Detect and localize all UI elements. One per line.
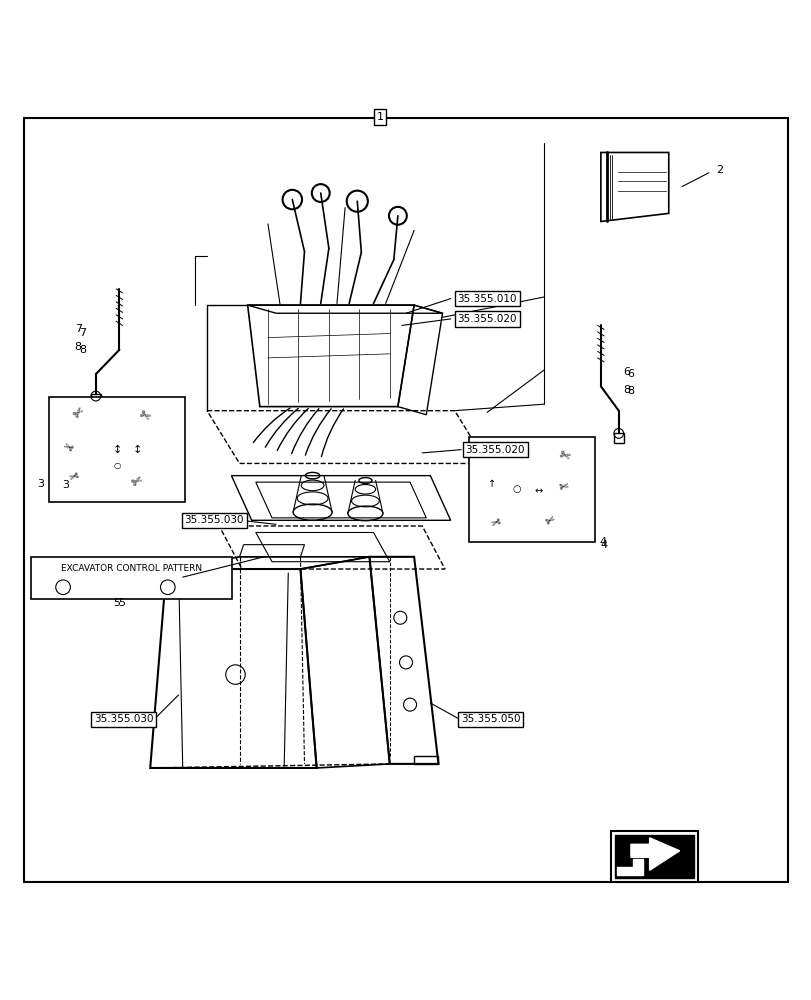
Text: 8: 8 [623, 385, 630, 395]
Text: 3: 3 [62, 480, 69, 490]
Text: 35.355.020: 35.355.020 [457, 314, 517, 324]
Polygon shape [630, 838, 679, 870]
Text: 6: 6 [623, 367, 630, 377]
Text: 7: 7 [79, 328, 86, 338]
Polygon shape [231, 476, 450, 520]
Text: 4: 4 [599, 537, 606, 547]
Polygon shape [616, 859, 642, 875]
Text: ○: ○ [513, 484, 521, 494]
Text: ✄: ✄ [544, 514, 557, 528]
Polygon shape [614, 835, 693, 878]
Text: 6: 6 [626, 369, 633, 379]
Text: 1: 1 [376, 112, 383, 122]
Text: ✄: ✄ [136, 408, 152, 424]
Text: 5: 5 [118, 598, 125, 608]
Text: 35.355.010: 35.355.010 [457, 294, 517, 304]
Text: 35.355.020: 35.355.020 [465, 445, 525, 455]
Text: ✄: ✄ [556, 448, 570, 464]
Text: ↕: ↕ [132, 445, 142, 455]
Text: 2: 2 [715, 165, 723, 175]
Text: ○: ○ [114, 461, 120, 470]
Text: 35.355.030: 35.355.030 [184, 515, 244, 525]
Text: 35.355.050: 35.355.050 [460, 714, 520, 724]
Text: 8: 8 [79, 345, 86, 355]
Text: EXCAVATOR CONTROL PATTERN: EXCAVATOR CONTROL PATTERN [61, 564, 202, 573]
Bar [31, 557, 232, 599]
Text: ↕: ↕ [112, 445, 122, 455]
Text: 4: 4 [600, 540, 607, 550]
Text: ↑: ↑ [487, 479, 496, 489]
Text: ✄: ✄ [493, 446, 507, 459]
Bar [91, 394, 101, 404]
Text: 7: 7 [75, 324, 82, 334]
Text: 3: 3 [37, 479, 45, 489]
Text: 5: 5 [114, 598, 121, 608]
Bar [613, 433, 623, 443]
Text: ✄: ✄ [71, 404, 87, 421]
Bar [469, 437, 594, 542]
Text: ✄: ✄ [487, 513, 500, 525]
Text: ✄: ✄ [557, 482, 569, 493]
Text: ↔: ↔ [534, 487, 542, 497]
Bar [610, 831, 697, 882]
Text: 8: 8 [626, 386, 633, 396]
Text: ✄: ✄ [130, 473, 145, 490]
Text: 8: 8 [75, 342, 82, 352]
Text: ✄: ✄ [62, 438, 75, 451]
Text: ✄: ✄ [67, 467, 79, 479]
Text: 35.355.030: 35.355.030 [93, 714, 153, 724]
Bar [49, 397, 185, 502]
